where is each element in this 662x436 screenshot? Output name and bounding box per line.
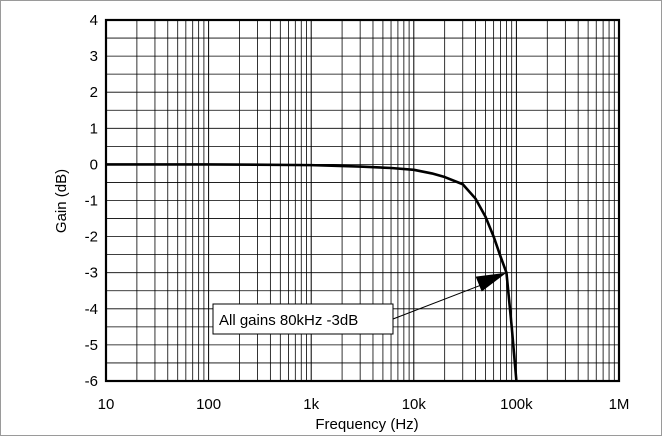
x-tick-label: 10 bbox=[98, 396, 115, 413]
y-tick-label: -2 bbox=[85, 229, 98, 246]
annotation-layer: All gains 80kHz -3dB bbox=[212, 272, 507, 335]
y-tick-label: 3 bbox=[90, 48, 98, 65]
series-layer bbox=[106, 163, 518, 382]
y-tick-label: -1 bbox=[85, 193, 98, 210]
x-tick-label: 100 bbox=[196, 396, 221, 413]
x-tick-label: 100k bbox=[500, 396, 533, 413]
annotation-box bbox=[212, 303, 394, 335]
series-line-0 bbox=[106, 163, 518, 382]
y-axis-label: Gain (dB) bbox=[53, 169, 70, 233]
y-tick-label: -5 bbox=[85, 337, 98, 354]
y-tick-label: -4 bbox=[85, 301, 98, 318]
y-tick-label: 0 bbox=[90, 156, 98, 173]
x-tick-label: 1M bbox=[609, 396, 630, 413]
plot-border bbox=[104, 18, 621, 383]
x-tick-label: 10k bbox=[402, 396, 427, 413]
plot-frame bbox=[104, 18, 621, 383]
x-axis-label: Frequency (Hz) bbox=[315, 416, 418, 433]
y-tick-label: -3 bbox=[85, 265, 98, 282]
annotation-arrowhead bbox=[475, 272, 507, 292]
x-tick-label: 1k bbox=[303, 396, 319, 413]
y-tick-label: -6 bbox=[85, 373, 98, 390]
annotation-leader bbox=[392, 280, 493, 320]
y-tick-label: 1 bbox=[90, 120, 98, 137]
y-tick-label: 2 bbox=[90, 84, 98, 101]
y-tick-label: 4 bbox=[90, 12, 98, 29]
annotation-text: All gains 80kHz -3dB bbox=[219, 312, 358, 329]
